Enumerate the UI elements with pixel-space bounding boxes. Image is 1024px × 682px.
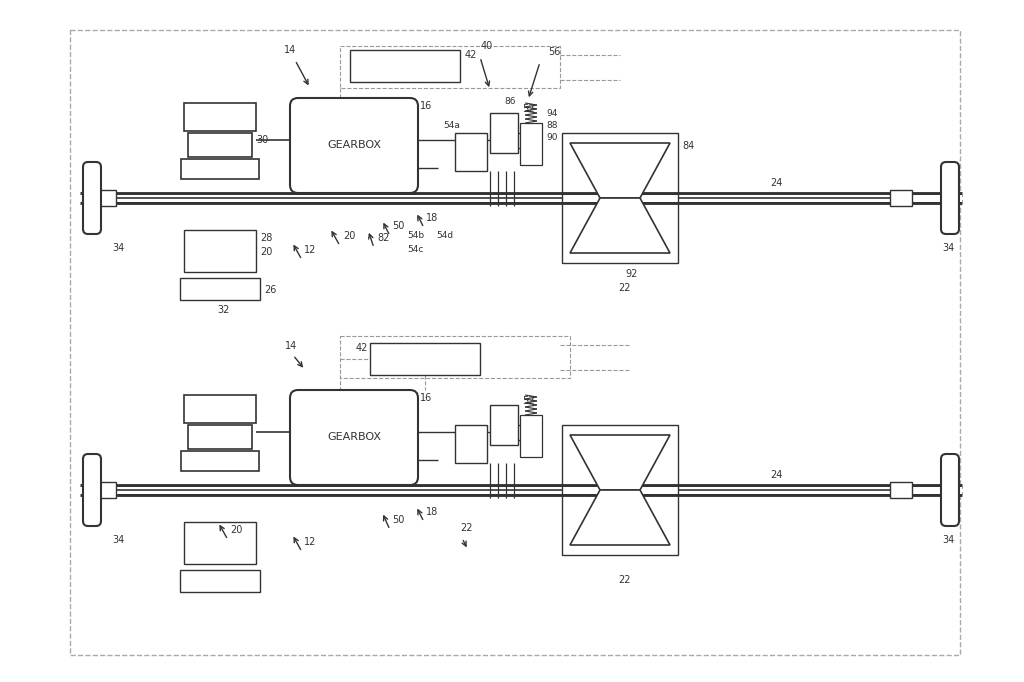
Polygon shape xyxy=(570,143,670,198)
FancyBboxPatch shape xyxy=(83,454,101,526)
Text: 20: 20 xyxy=(260,247,272,257)
Bar xyxy=(490,405,518,445)
Text: 50: 50 xyxy=(392,221,404,231)
Bar xyxy=(180,570,260,592)
Text: 34: 34 xyxy=(112,535,124,545)
FancyBboxPatch shape xyxy=(290,98,418,193)
Bar xyxy=(181,159,259,179)
FancyBboxPatch shape xyxy=(83,162,101,234)
Bar xyxy=(890,482,912,498)
FancyBboxPatch shape xyxy=(290,390,418,485)
Text: 24: 24 xyxy=(770,470,782,480)
Text: 92: 92 xyxy=(625,269,637,279)
Text: 88: 88 xyxy=(546,121,557,130)
Bar xyxy=(184,522,256,564)
Bar xyxy=(184,395,256,423)
FancyBboxPatch shape xyxy=(941,454,959,526)
Text: 28: 28 xyxy=(260,233,272,243)
Bar xyxy=(188,425,252,449)
Text: 86: 86 xyxy=(505,96,516,106)
Text: 56: 56 xyxy=(548,47,560,57)
Text: 54c: 54c xyxy=(407,246,423,254)
Text: 30: 30 xyxy=(256,135,268,145)
Bar xyxy=(100,482,116,498)
Text: 20: 20 xyxy=(343,231,355,241)
Bar xyxy=(340,46,560,88)
Bar xyxy=(370,343,480,375)
Text: 12: 12 xyxy=(304,245,316,255)
FancyBboxPatch shape xyxy=(941,162,959,234)
Text: 90: 90 xyxy=(546,132,557,141)
Bar xyxy=(490,113,518,153)
Text: 14: 14 xyxy=(285,341,297,351)
Bar xyxy=(520,415,542,457)
Polygon shape xyxy=(570,198,670,253)
Bar xyxy=(70,30,961,655)
Text: 20: 20 xyxy=(230,525,243,535)
Text: 82: 82 xyxy=(377,233,389,243)
Bar xyxy=(562,425,678,555)
Bar xyxy=(455,133,487,171)
Text: 52: 52 xyxy=(522,104,535,114)
Polygon shape xyxy=(570,490,670,545)
Text: 14: 14 xyxy=(284,45,296,55)
Text: 32: 32 xyxy=(218,305,230,315)
Text: 52: 52 xyxy=(522,396,535,406)
Text: 18: 18 xyxy=(426,213,438,223)
Text: 26: 26 xyxy=(264,285,276,295)
Text: 12: 12 xyxy=(304,537,316,547)
Bar xyxy=(455,425,487,463)
Text: 94: 94 xyxy=(546,108,557,117)
Text: 54d: 54d xyxy=(436,231,454,241)
Bar xyxy=(340,336,570,378)
Bar xyxy=(100,190,116,206)
Text: 24: 24 xyxy=(770,178,782,188)
Bar xyxy=(184,230,256,272)
Text: 22: 22 xyxy=(460,523,472,533)
Text: 18: 18 xyxy=(426,507,438,517)
Text: 40: 40 xyxy=(481,41,494,51)
Polygon shape xyxy=(570,435,670,490)
Bar xyxy=(188,133,252,157)
Text: 50: 50 xyxy=(392,515,404,525)
Text: 84: 84 xyxy=(682,141,694,151)
Text: GEARBOX: GEARBOX xyxy=(327,432,381,442)
Bar xyxy=(520,123,542,165)
Text: 34: 34 xyxy=(942,243,954,253)
Text: GEARBOX: GEARBOX xyxy=(327,140,381,150)
Bar xyxy=(80,195,962,202)
Bar xyxy=(80,487,962,494)
Text: 42: 42 xyxy=(465,50,477,60)
Text: 34: 34 xyxy=(112,243,124,253)
Text: 42: 42 xyxy=(356,343,369,353)
Bar xyxy=(184,103,256,131)
Bar xyxy=(562,133,678,263)
Text: 34: 34 xyxy=(942,535,954,545)
Bar xyxy=(180,278,260,300)
Text: 22: 22 xyxy=(618,283,631,293)
Text: 54a: 54a xyxy=(443,121,460,130)
Bar xyxy=(890,190,912,206)
Text: 16: 16 xyxy=(420,101,432,111)
Bar xyxy=(181,451,259,471)
Bar xyxy=(350,50,460,82)
Text: 16: 16 xyxy=(420,393,432,403)
Text: 54b: 54b xyxy=(407,231,424,241)
Text: 22: 22 xyxy=(618,575,631,585)
